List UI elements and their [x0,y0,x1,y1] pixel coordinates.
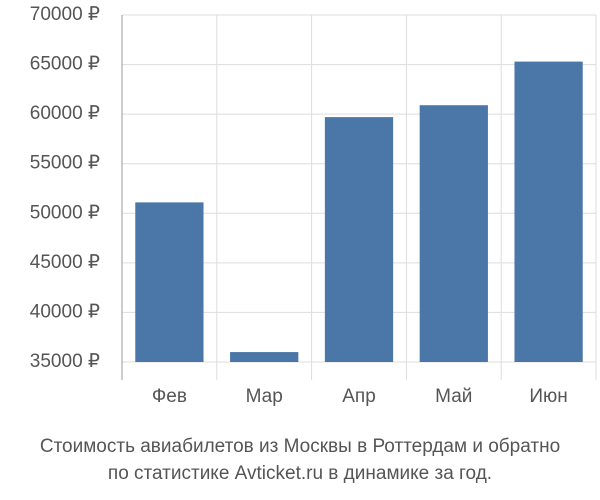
x-tick-label: Май [435,386,472,407]
y-tick-label: 60000 ₽ [30,103,100,124]
x-tick-label: Июн [529,386,567,407]
chart-title: Стоимость авиабилетов из Москвы в Роттер… [40,436,560,457]
bar [514,61,583,363]
y-tick-label: 45000 ₽ [30,252,100,273]
y-tick-label: 55000 ₽ [30,153,100,174]
y-tick-label: 65000 ₽ [30,54,100,75]
bar [324,117,394,362]
bar [419,105,488,362]
y-tick-label: 50000 ₽ [30,202,100,223]
y-tick-label: 40000 ₽ [30,301,100,322]
x-tick-label: Мар [246,386,283,407]
bar [230,352,299,362]
y-tick-label: 70000 ₽ [30,4,100,25]
x-tick-label: Фев [152,386,187,407]
y-tick-label: 35000 ₽ [30,351,100,372]
bar [135,202,204,362]
chart-title: по статистике Avticket.ru в динамике за … [108,463,492,484]
x-tick-label: Апр [342,386,376,407]
